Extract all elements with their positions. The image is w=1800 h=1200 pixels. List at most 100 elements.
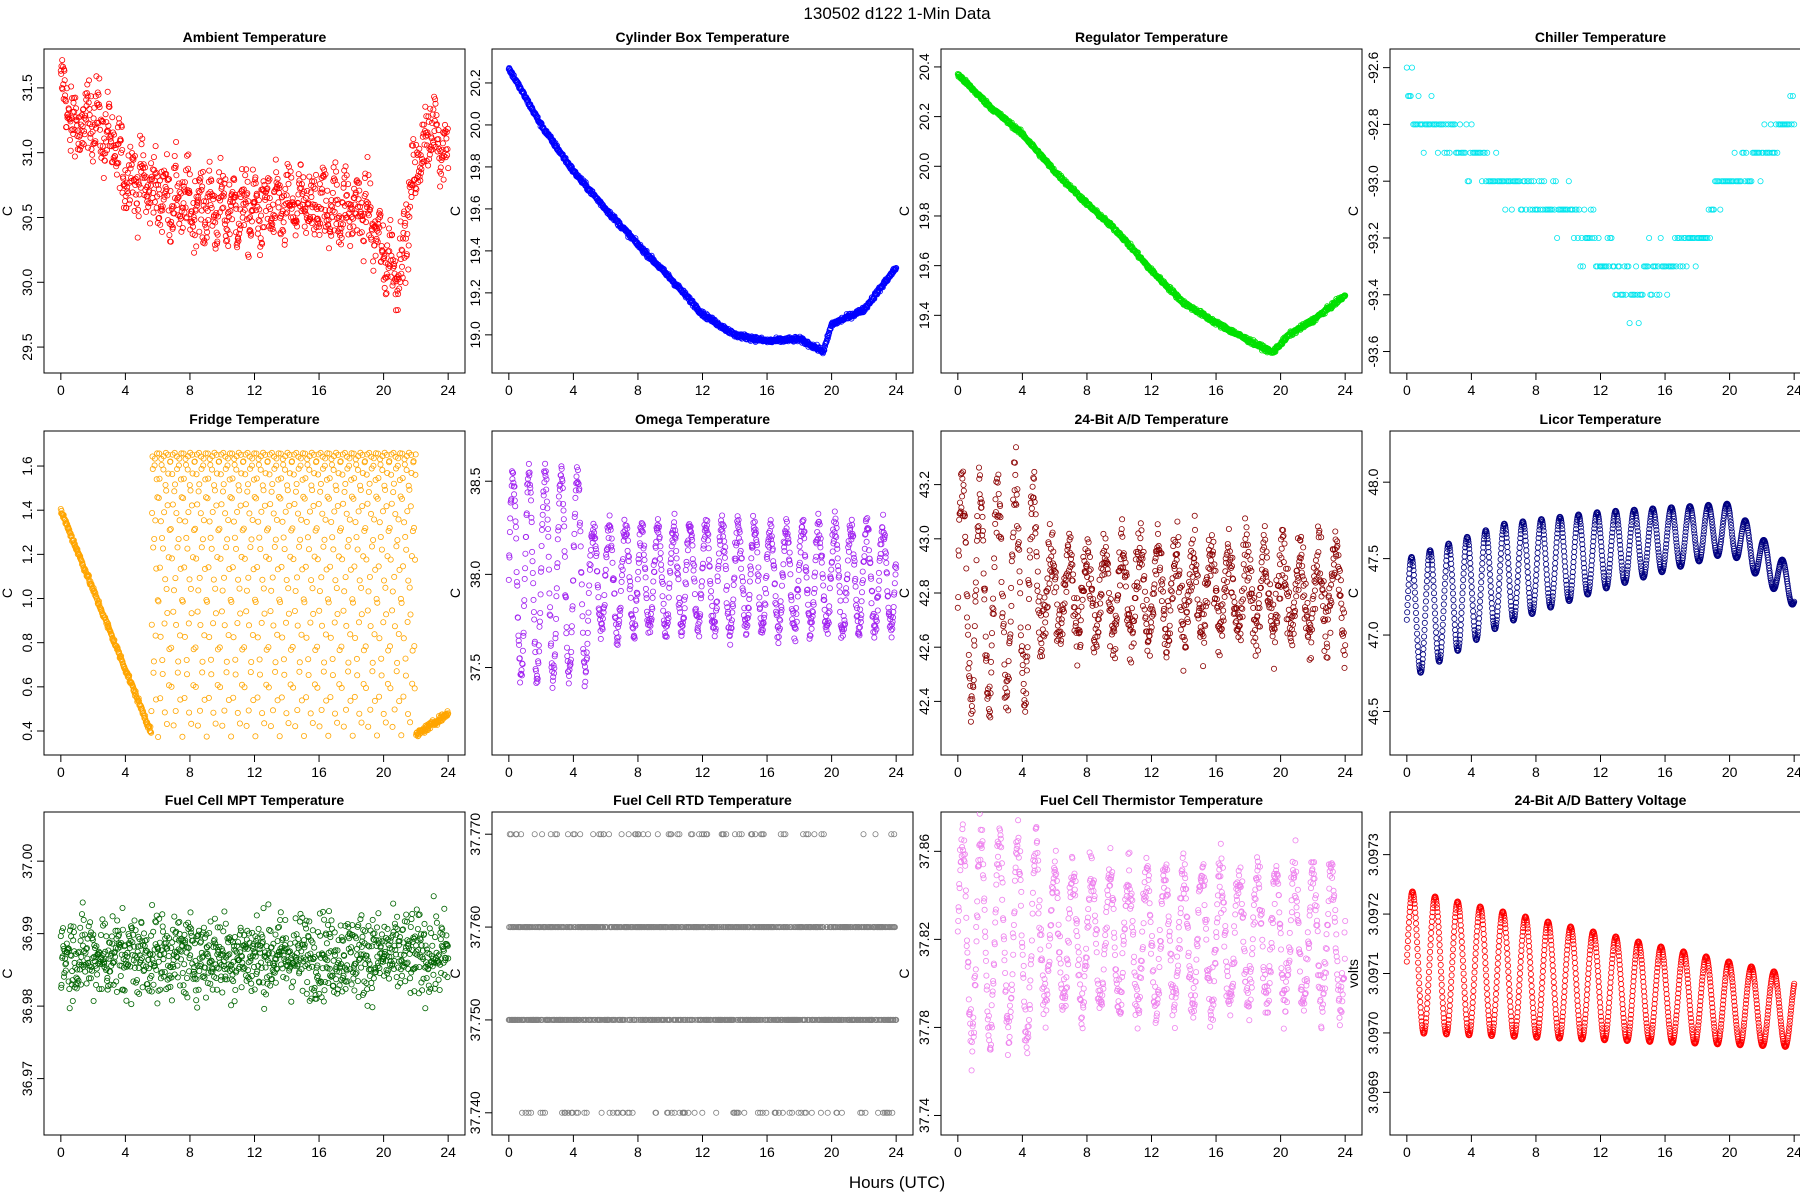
data-point: [163, 586, 170, 593]
data-point: [147, 199, 154, 206]
data-point: [1748, 178, 1755, 185]
data-point: [194, 196, 201, 203]
data-point: [226, 181, 233, 188]
data-point: [211, 449, 218, 456]
data-point: [254, 564, 261, 571]
data-point: [239, 527, 246, 534]
data-point: [67, 147, 74, 154]
data-point: [1653, 291, 1660, 298]
data-point: [365, 212, 372, 219]
data-point: [97, 142, 104, 149]
data-point: [248, 218, 255, 225]
data-point: [444, 125, 451, 132]
data-point: [1415, 93, 1422, 100]
data-point: [384, 680, 391, 687]
data-point: [84, 81, 91, 88]
data-point: [296, 659, 303, 666]
y-tick-label: -93.0: [1365, 165, 1381, 197]
data-point: [285, 585, 292, 592]
data-point: [157, 221, 164, 228]
data-point: [399, 475, 406, 482]
data-point: [221, 622, 228, 629]
data-point: [445, 165, 452, 172]
data-point: [349, 215, 356, 222]
data-point: [432, 96, 439, 103]
data-point: [439, 140, 446, 147]
data-point: [71, 153, 78, 160]
data-point: [394, 537, 401, 544]
y-axis-label: C: [0, 588, 15, 598]
scatter-points: [954, 71, 1349, 356]
data-point: [384, 469, 391, 476]
data-point: [134, 206, 141, 213]
data-point: [445, 710, 452, 717]
data-point: [529, 558, 536, 565]
data-point: [396, 251, 403, 258]
data-point: [345, 668, 352, 675]
data-point: [529, 548, 536, 555]
data-point: [1787, 93, 1794, 100]
data-point: [300, 188, 307, 195]
data-point: [426, 156, 433, 163]
data-point: [408, 553, 415, 560]
data-point: [367, 234, 374, 241]
data-point: [189, 223, 196, 230]
data-point: [192, 525, 199, 532]
data-point: [262, 451, 269, 458]
data-point: [212, 720, 219, 727]
data-point: [278, 563, 285, 570]
data-point: [506, 529, 513, 536]
data-point: [316, 607, 323, 614]
data-point: [315, 220, 322, 227]
data-point: [131, 152, 138, 159]
data-point: [397, 595, 404, 602]
data-point: [216, 169, 223, 176]
data-point: [199, 669, 206, 676]
data-point: [289, 643, 296, 650]
data-point: [297, 455, 304, 462]
data-point: [104, 147, 111, 154]
data-point: [174, 544, 181, 551]
panel-title: Fridge Temperature: [189, 411, 320, 427]
data-point: [76, 146, 83, 153]
data-point: [152, 696, 159, 703]
data-point: [140, 152, 147, 159]
data-point: [155, 734, 162, 741]
data-point: [281, 466, 288, 473]
data-point: [337, 525, 344, 532]
y-axis-label: C: [447, 588, 463, 598]
data-point: [344, 543, 351, 550]
data-point: [351, 563, 358, 570]
data-point: [303, 694, 310, 701]
data-point: [249, 632, 256, 639]
data-point: [376, 693, 383, 700]
data-point: [135, 695, 142, 702]
data-point: [1554, 234, 1561, 241]
data-point: [341, 588, 348, 595]
data-point: [156, 450, 163, 457]
data-point: [191, 216, 198, 223]
data-point: [421, 141, 428, 148]
data-point: [238, 166, 245, 173]
data-point: [280, 228, 287, 235]
data-point: [199, 536, 206, 543]
data-point: [402, 672, 409, 679]
data-point: [373, 732, 380, 739]
scatter-points: [1403, 64, 1798, 327]
data-point: [408, 469, 415, 476]
data-point: [318, 707, 325, 714]
data-point: [404, 212, 411, 219]
data-point: [207, 656, 214, 663]
data-point: [331, 619, 338, 626]
data-point: [102, 111, 109, 118]
data-point: [371, 631, 378, 638]
data-point: [89, 151, 96, 158]
data-point: [525, 470, 532, 477]
data-point: [341, 167, 348, 174]
data-point: [294, 510, 301, 517]
data-point: [1604, 234, 1611, 241]
data-point: [284, 482, 291, 489]
data-point: [125, 162, 132, 169]
data-point: [285, 180, 292, 187]
